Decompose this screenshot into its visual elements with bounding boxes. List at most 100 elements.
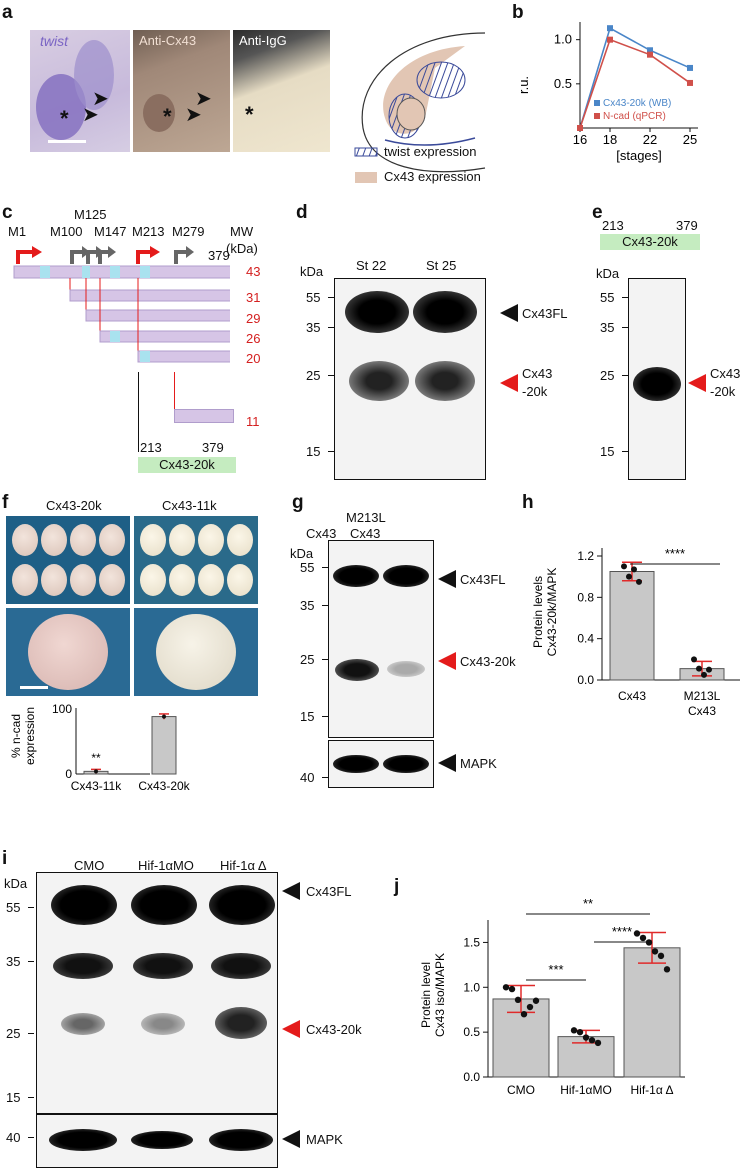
start-m147: M147 — [94, 224, 127, 239]
d-lane-1: St 22 — [356, 258, 387, 273]
h-data-point — [621, 563, 627, 570]
j-ytick-label: 1.5 — [463, 935, 480, 949]
e-frag-end: 379 — [676, 218, 698, 233]
j-data-point — [633, 930, 641, 937]
j-cat-2: Hif-1αMO — [560, 1083, 612, 1097]
mw-unit: (kDa) — [226, 241, 258, 256]
black-arrowhead-icon — [282, 882, 300, 900]
j-data-point — [532, 997, 540, 1004]
embryo-schematic — [354, 32, 486, 183]
g-marker-55: 55 — [300, 560, 315, 575]
d-marker-25: 25 — [306, 368, 321, 383]
h-cat-1: Cx43 — [618, 689, 646, 703]
j-cat-1: CMO — [507, 1083, 535, 1097]
d-label-20k-1: Cx43 — [522, 366, 553, 381]
embryo — [169, 524, 195, 556]
c-frag-start: 213 — [140, 440, 162, 455]
red-arrowhead-icon — [438, 652, 456, 670]
h-data-point — [636, 578, 642, 585]
arrowhead-icon: ➤ — [195, 88, 212, 110]
e-frag-start: 213 — [602, 218, 624, 233]
g-unit: kDa — [290, 546, 314, 561]
black-arrowhead-icon — [282, 1130, 300, 1148]
arrowhead-icon: ➤ — [82, 104, 99, 126]
mw-26: 26 — [246, 331, 261, 346]
b-data-point — [647, 47, 653, 54]
panel-label-a: a — [2, 2, 13, 23]
h-data-point — [626, 573, 632, 580]
embryo — [70, 524, 96, 556]
start-m125: M125 — [74, 207, 107, 222]
j-data-point — [582, 1034, 590, 1041]
j-data-point — [508, 985, 516, 993]
c-frag-name: Cx43-20k — [159, 457, 215, 472]
asterisk: * — [60, 106, 69, 131]
b-data-point — [607, 36, 613, 43]
g-marker-40: 40 — [300, 770, 315, 785]
g-lane-1: Cx43 — [306, 526, 337, 541]
panel-label-i: i — [2, 848, 8, 869]
legend-cx43: Cx43 expression — [384, 169, 481, 184]
f-embryo-20k-closeup — [6, 608, 130, 696]
j-ylabel-1: Protein level — [419, 962, 433, 1028]
c-frag-end: 379 — [202, 440, 224, 455]
j-bar — [623, 947, 681, 1078]
b-legend-marker-1 — [594, 100, 600, 106]
d-marker-35: 35 — [306, 320, 321, 335]
h-ytick-label: 0.4 — [577, 632, 594, 646]
embryo — [12, 564, 38, 596]
f-data-point — [162, 714, 166, 719]
j-sig-right: **** — [612, 924, 632, 939]
c-frag-box: Cx43-20k — [138, 457, 236, 473]
embryo — [41, 564, 67, 596]
j-ytick-label: 0.5 — [463, 1025, 480, 1039]
panel-label-c: c — [2, 202, 13, 223]
g-marker-35: 35 — [300, 598, 315, 613]
mw-20: 20 — [246, 351, 261, 366]
e-label-2: -20k — [710, 384, 736, 399]
b-series-line — [579, 27, 691, 129]
anti-cx43-image: * ➤ ➤ Anti-Cx43 — [133, 30, 230, 152]
f-sig: ** — [91, 751, 101, 765]
i-mapk-blot — [36, 1114, 278, 1168]
embryo — [198, 524, 224, 556]
j-data-point — [651, 948, 659, 955]
embryo — [70, 564, 96, 596]
i-label-20k: Cx43-20k — [306, 1022, 362, 1037]
h-data-point — [706, 666, 712, 673]
panel-label-e: e — [592, 202, 603, 223]
i-label-mapk: MAPK — [306, 1132, 343, 1147]
g-marker-15: 15 — [300, 709, 315, 724]
j-ytick-label: 1.0 — [463, 980, 480, 994]
h-ytick-label: 0.8 — [577, 590, 594, 604]
f-cat-2: Cx43-20k — [138, 779, 190, 793]
b-data-point — [577, 125, 583, 131]
f-title-1: Cx43-20k — [46, 498, 102, 513]
e-marker-15: 15 — [600, 444, 615, 459]
j-data-point — [657, 952, 665, 960]
asterisk: * — [245, 102, 254, 127]
e-blot — [628, 278, 686, 480]
img3-label: Anti-IgG — [239, 33, 287, 48]
mw-29: 29 — [246, 311, 261, 326]
mw-43: 43 — [246, 264, 261, 279]
b-series-line — [579, 38, 691, 129]
arrowhead-icon: ➤ — [185, 104, 202, 126]
d-unit: kDa — [300, 264, 324, 279]
e-unit: kDa — [596, 266, 620, 281]
d-marker-15: 15 — [306, 444, 321, 459]
start-m279: M279 — [172, 224, 205, 239]
embryo — [140, 564, 166, 596]
i-lane-2: Hif-1αMO — [138, 858, 194, 873]
arrowhead-icon: ➤ — [92, 88, 109, 110]
chart-f: % n-cad expression 100 0 ** Cx43-11k Cx4… — [10, 702, 190, 793]
chart-h: Protein levels Cx43-20k/MAPK 1.2 0.8 0.4 0.… — [531, 546, 740, 718]
b-legend-1: Cx43-20k (WB) — [603, 98, 671, 109]
i-marker-25: 25 — [6, 1026, 21, 1041]
panel-label-f: f — [2, 492, 9, 513]
b-data-point — [607, 25, 613, 32]
start-m1: M1 — [8, 224, 27, 239]
b-data-point — [687, 64, 693, 71]
j-data-point — [588, 1037, 596, 1044]
img2-label: Anti-Cx43 — [139, 33, 197, 48]
